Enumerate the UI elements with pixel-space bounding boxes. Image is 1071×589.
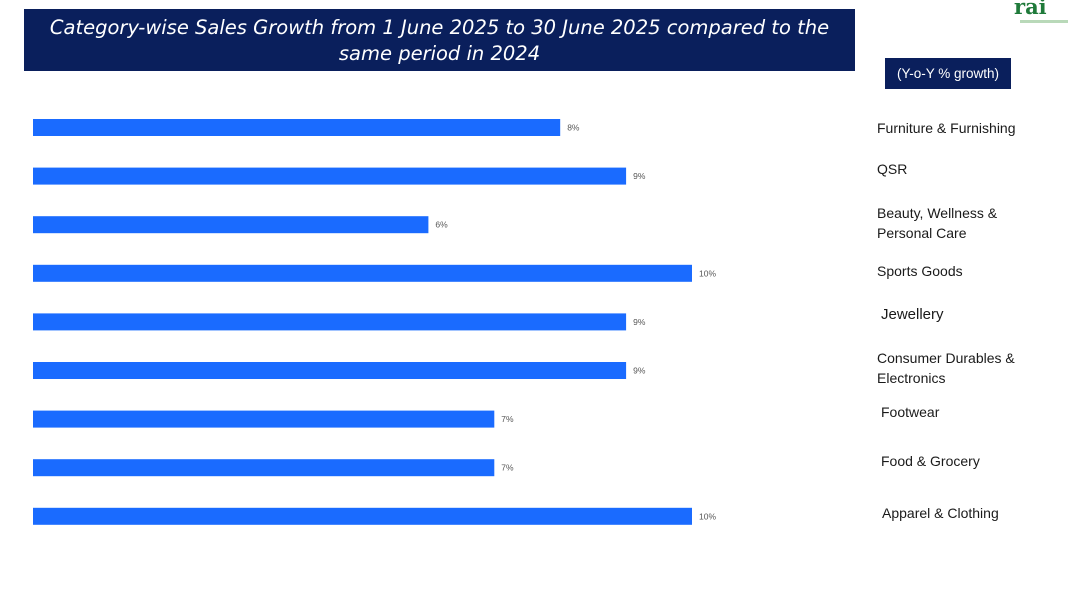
- category-label-footwear: Footwear: [881, 402, 1071, 422]
- category-label-food-grocery: Food & Grocery: [881, 451, 1071, 471]
- category-label-apparel: Apparel & Clothing: [882, 503, 1071, 523]
- category-label-text: Sports Goods: [877, 263, 963, 279]
- bar: [33, 216, 429, 234]
- bar-value-label: 7%: [501, 463, 514, 473]
- bar-value-label: 9%: [633, 366, 646, 376]
- bar: [33, 264, 692, 282]
- bar: [33, 507, 692, 525]
- rai-logo: rai: [1014, 0, 1071, 22]
- bar-value-label: 9%: [633, 317, 646, 327]
- category-label-sports: Sports Goods: [877, 261, 1067, 281]
- chart-title: Category-wise Sales Growth from 1 June 2…: [24, 9, 855, 71]
- category-label-qsr: QSR: [877, 159, 1067, 179]
- bar-value-label: 9%: [633, 171, 646, 181]
- bar-value-label: 8%: [567, 123, 580, 133]
- category-label-text: Beauty, Wellness & Personal Care: [877, 205, 998, 241]
- category-label-text: Furniture & Furnishing: [877, 120, 1016, 136]
- logo-tagline: [1020, 20, 1068, 23]
- category-label-furniture: Furniture & Furnishing: [877, 118, 1067, 138]
- bar-value-label: 10%: [699, 268, 716, 278]
- bar: [33, 313, 627, 331]
- category-label-text: Apparel & Clothing: [882, 505, 999, 521]
- bar: [33, 167, 627, 185]
- unit-label-box: (Y-o-Y % growth): [885, 58, 1011, 89]
- bar-value-label: 7%: [501, 414, 514, 424]
- bar-value-label: 10%: [699, 511, 716, 521]
- category-label-text: QSR: [877, 161, 908, 177]
- category-label-text: Consumer Durables & Electronics: [877, 350, 1015, 386]
- category-label-text: Footwear: [881, 404, 940, 420]
- bar: [33, 459, 495, 477]
- unit-label: (Y-o-Y % growth): [896, 66, 1000, 81]
- category-label-consumer-durables: Consumer Durables & Electronics: [877, 348, 1027, 388]
- bar-value-label: 6%: [435, 220, 448, 230]
- category-label-text: Jewellery: [881, 306, 944, 323]
- bar: [33, 362, 627, 379]
- bar: [33, 119, 561, 136]
- chart-title-text: Category-wise Sales Growth from 1 June 2…: [49, 16, 830, 65]
- category-label-text: Food & Grocery: [881, 453, 980, 469]
- rai-logo-text: rai: [1014, 0, 1047, 19]
- bar: [33, 410, 495, 428]
- category-label-jewellery: Jewellery: [881, 305, 1071, 325]
- category-label-beauty: Beauty, Wellness & Personal Care: [877, 203, 1017, 243]
